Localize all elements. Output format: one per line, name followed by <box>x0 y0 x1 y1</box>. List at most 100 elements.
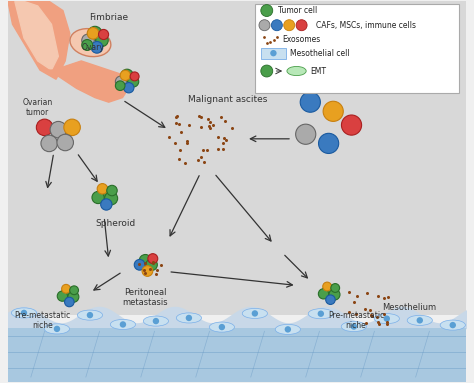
Circle shape <box>57 134 73 151</box>
Ellipse shape <box>176 313 201 323</box>
Circle shape <box>252 310 258 317</box>
Circle shape <box>68 291 79 302</box>
Ellipse shape <box>440 320 465 330</box>
Text: Ovary: Ovary <box>81 43 104 52</box>
Circle shape <box>128 76 139 87</box>
Text: Mesothelial cell: Mesothelial cell <box>290 49 349 58</box>
Circle shape <box>92 192 104 204</box>
Text: Mesothelium: Mesothelium <box>382 303 436 312</box>
Circle shape <box>57 291 67 301</box>
Circle shape <box>341 115 362 135</box>
Circle shape <box>318 311 324 317</box>
Circle shape <box>62 285 71 293</box>
Ellipse shape <box>374 314 400 324</box>
Circle shape <box>146 259 157 270</box>
Circle shape <box>100 199 112 210</box>
Text: Ovarian
tumor: Ovarian tumor <box>23 98 53 117</box>
Text: Peritoneal
metastasis: Peritoneal metastasis <box>123 288 168 307</box>
Circle shape <box>186 315 192 321</box>
Circle shape <box>41 135 57 152</box>
Circle shape <box>331 283 339 292</box>
Circle shape <box>323 284 335 296</box>
Ellipse shape <box>11 308 36 318</box>
Bar <box>8 2 466 315</box>
Circle shape <box>417 317 423 324</box>
Ellipse shape <box>70 29 111 57</box>
Ellipse shape <box>110 319 136 329</box>
Circle shape <box>329 289 340 300</box>
Circle shape <box>87 28 99 39</box>
Ellipse shape <box>143 316 169 326</box>
Circle shape <box>270 50 277 56</box>
Circle shape <box>284 20 295 31</box>
Circle shape <box>21 310 27 316</box>
Text: Tumor cell: Tumor cell <box>278 6 318 15</box>
Text: Pre-metastatic
niche: Pre-metastatic niche <box>328 311 384 330</box>
Text: CAFs, MSCs, immune cells: CAFs, MSCs, immune cells <box>316 21 416 30</box>
Polygon shape <box>15 2 58 70</box>
Circle shape <box>120 321 126 328</box>
Circle shape <box>139 254 152 267</box>
Circle shape <box>271 20 283 31</box>
Text: Pre-metastatic
niche: Pre-metastatic niche <box>14 311 71 330</box>
Circle shape <box>105 192 118 205</box>
Text: Malignant ascites: Malignant ascites <box>188 95 267 105</box>
Circle shape <box>300 92 320 112</box>
Circle shape <box>107 185 117 196</box>
Ellipse shape <box>45 324 70 334</box>
Ellipse shape <box>308 309 333 319</box>
Circle shape <box>261 65 273 77</box>
Circle shape <box>319 133 339 154</box>
Ellipse shape <box>242 308 267 319</box>
Circle shape <box>64 297 74 307</box>
Circle shape <box>97 183 108 194</box>
Circle shape <box>124 83 134 93</box>
Circle shape <box>259 20 270 31</box>
Circle shape <box>219 324 225 330</box>
Ellipse shape <box>341 321 366 332</box>
Circle shape <box>88 26 102 40</box>
Circle shape <box>87 312 93 318</box>
Circle shape <box>326 295 335 304</box>
Circle shape <box>120 70 130 80</box>
Circle shape <box>115 81 125 90</box>
Bar <box>261 47 286 59</box>
Circle shape <box>96 34 108 47</box>
Ellipse shape <box>275 324 301 334</box>
Circle shape <box>148 254 158 264</box>
Circle shape <box>319 289 328 299</box>
Ellipse shape <box>210 322 235 332</box>
Text: EMT: EMT <box>310 67 326 75</box>
Text: Spheroid: Spheroid <box>95 219 136 228</box>
Circle shape <box>115 76 127 87</box>
Circle shape <box>82 34 94 47</box>
Circle shape <box>449 322 456 328</box>
Circle shape <box>351 323 357 330</box>
Circle shape <box>91 41 103 53</box>
Circle shape <box>296 20 307 31</box>
Circle shape <box>323 101 343 121</box>
Circle shape <box>50 121 66 138</box>
Text: Exosomes: Exosomes <box>282 35 320 44</box>
Bar <box>8 328 466 381</box>
Circle shape <box>82 39 92 51</box>
Circle shape <box>62 286 73 298</box>
Text: Fimbriae: Fimbriae <box>89 13 128 22</box>
Circle shape <box>323 282 331 291</box>
Ellipse shape <box>77 310 102 320</box>
Circle shape <box>142 266 153 277</box>
Circle shape <box>36 119 53 136</box>
Circle shape <box>64 119 80 136</box>
Circle shape <box>70 286 79 295</box>
Polygon shape <box>49 61 132 102</box>
Circle shape <box>285 326 291 332</box>
Polygon shape <box>8 2 70 79</box>
Circle shape <box>97 186 111 200</box>
Circle shape <box>383 316 390 322</box>
Circle shape <box>153 318 159 324</box>
Circle shape <box>134 259 145 270</box>
Circle shape <box>130 72 139 81</box>
Ellipse shape <box>407 315 432 326</box>
Circle shape <box>99 29 109 39</box>
Bar <box>255 4 459 93</box>
